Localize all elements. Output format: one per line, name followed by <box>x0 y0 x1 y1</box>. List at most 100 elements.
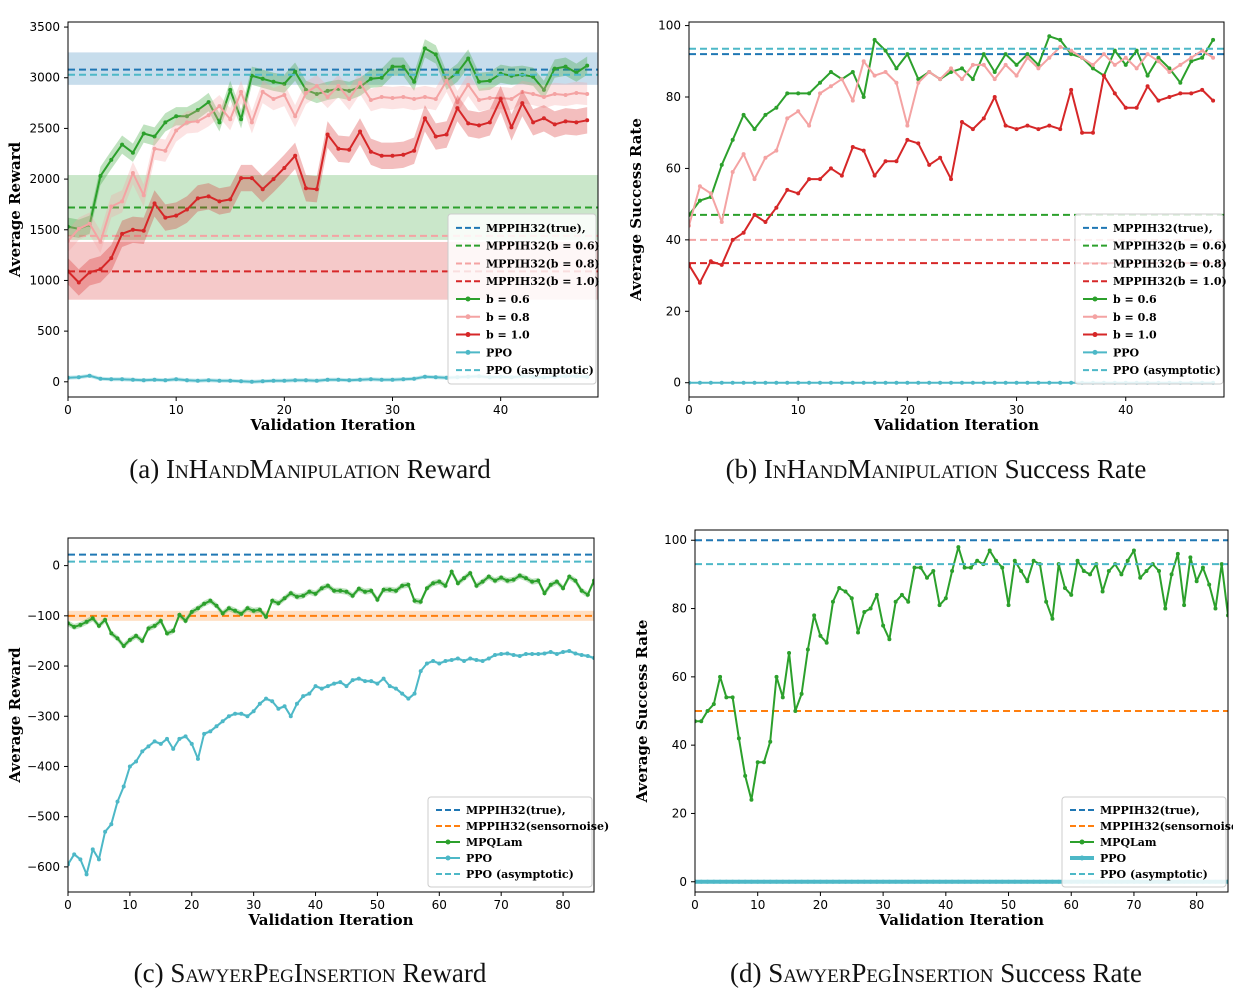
point-a-1-18 <box>260 89 265 94</box>
point-c-1-45 <box>344 684 349 689</box>
point-c-0-70 <box>499 575 504 580</box>
point-b-1-2 <box>708 191 713 196</box>
point-d-0-69 <box>1125 558 1130 563</box>
point-b-3-32 <box>1036 380 1041 385</box>
point-b-0-17 <box>872 37 877 42</box>
legend-label-a-0: MPPIH32(true), <box>486 222 586 235</box>
ytick-label-a-0: 0 <box>52 375 60 389</box>
point-a-0-12 <box>195 108 200 113</box>
point-c-0-74 <box>523 576 528 581</box>
point-b-3-28 <box>992 380 997 385</box>
point-b-2-2 <box>708 259 713 264</box>
point-b-0-35 <box>1069 52 1074 57</box>
point-a-2-3 <box>98 267 103 272</box>
point-a-1-22 <box>303 90 308 95</box>
point-b-0-28 <box>992 70 997 74</box>
point-a-0-45 <box>552 66 557 71</box>
legend-marker-b-4 <box>1092 296 1098 302</box>
point-d-0-42 <box>956 545 961 550</box>
point-b-3-5 <box>741 380 746 385</box>
point-b-2-27 <box>981 116 986 121</box>
legend-label-c-3: PPO <box>466 852 493 865</box>
point-a-0-6 <box>130 150 135 155</box>
point-d-0-5 <box>724 695 729 700</box>
xtick-label-d-2: 20 <box>813 898 828 912</box>
point-d-1-14 <box>780 879 785 884</box>
point-c-1-47 <box>356 676 361 681</box>
point-c-1-2 <box>78 857 83 862</box>
point-c-1-80 <box>561 649 566 654</box>
point-b-1-5 <box>741 152 746 157</box>
point-d-0-47 <box>987 548 992 553</box>
ytick-label-b-1: 20 <box>666 304 681 318</box>
point-c-1-41 <box>319 686 324 691</box>
point-b-3-10 <box>796 380 801 385</box>
point-a-2-17 <box>249 176 254 181</box>
point-c-0-33 <box>270 598 275 603</box>
point-d-1-40 <box>943 879 948 884</box>
point-c-1-75 <box>530 651 535 656</box>
point-b-0-11 <box>807 91 812 96</box>
point-a-0-22 <box>303 87 308 92</box>
point-c-1-30 <box>251 709 256 714</box>
point-b-0-25 <box>959 66 964 71</box>
point-a-3-25 <box>336 377 341 382</box>
legend-marker-d-3 <box>1079 855 1085 861</box>
point-a-1-30 <box>390 96 395 101</box>
point-c-0-30 <box>251 608 256 613</box>
point-c-0-61 <box>443 583 448 588</box>
point-a-2-12 <box>195 196 200 201</box>
point-b-0-24 <box>949 70 954 74</box>
point-d-1-11 <box>761 879 766 884</box>
point-c-1-82 <box>573 651 578 656</box>
point-c-1-50 <box>375 681 380 686</box>
xtick-label-d-6: 60 <box>1064 898 1079 912</box>
ytick-label-c-0: 0 <box>52 559 60 573</box>
caption-c-metric: Reward <box>402 958 487 988</box>
point-a-0-23 <box>314 91 319 96</box>
point-d-0-60 <box>1069 592 1074 597</box>
point-a-2-7 <box>141 228 146 233</box>
point-d-0-37 <box>925 575 930 580</box>
point-a-1-12 <box>195 119 200 124</box>
xtick-label-b-3: 30 <box>1009 403 1024 417</box>
axes-frame-c <box>67 537 595 893</box>
point-c-0-5 <box>96 623 101 628</box>
point-d-0-43 <box>962 565 967 570</box>
caption-d-label: (d) <box>730 958 762 988</box>
point-d-0-54 <box>1031 558 1036 563</box>
point-d-0-26 <box>856 630 861 635</box>
point-c-1-79 <box>554 651 559 656</box>
legend-label-c-1: MPPIH32(sensornoise) <box>466 820 609 833</box>
point-a-2-18 <box>260 187 265 192</box>
point-a-2-22 <box>303 186 308 191</box>
legend-label-b-5: b = 0.8 <box>1113 311 1157 324</box>
ytick-label-b-2: 40 <box>666 233 681 247</box>
ytick-label-c-5: −500 <box>27 810 60 824</box>
legend-label-a-1: MPPIH32(b = 0.6) <box>486 240 600 253</box>
point-b-2-14 <box>839 173 844 178</box>
point-b-2-41 <box>1134 105 1139 110</box>
point-a-2-8 <box>152 201 157 206</box>
point-b-3-25 <box>959 380 964 385</box>
point-d-0-29 <box>874 592 879 597</box>
point-d-0-38 <box>931 568 936 573</box>
point-d-1-33 <box>899 879 904 884</box>
point-c-1-24 <box>214 724 219 729</box>
point-a-2-40 <box>498 97 503 102</box>
point-b-3-4 <box>730 380 735 385</box>
point-b-2-8 <box>774 205 779 210</box>
point-c-0-40 <box>313 591 318 596</box>
point-a-1-15 <box>228 117 233 122</box>
point-d-0-49 <box>1000 565 1005 570</box>
point-b-0-8 <box>774 105 779 110</box>
point-b-1-31 <box>1025 55 1030 60</box>
point-c-1-56 <box>412 691 417 696</box>
point-c-1-72 <box>511 652 516 657</box>
point-d-0-71 <box>1138 575 1143 580</box>
point-a-1-14 <box>217 104 222 109</box>
point-c-1-17 <box>171 746 176 751</box>
point-a-0-18 <box>260 76 265 81</box>
point-d-0-65 <box>1100 589 1105 594</box>
point-c-1-22 <box>202 731 207 736</box>
